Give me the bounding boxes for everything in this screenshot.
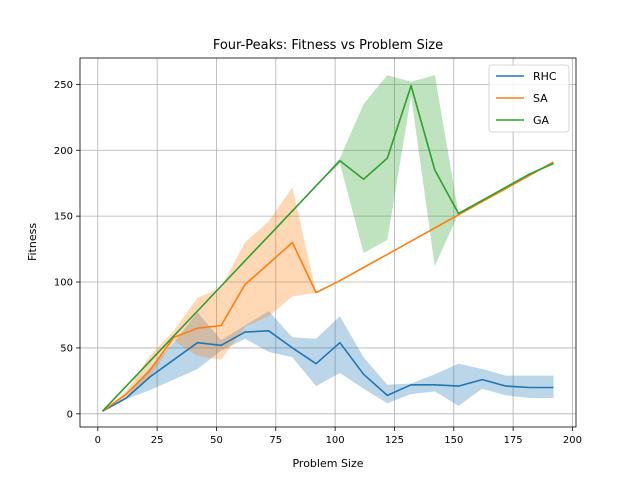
x-axis: 0 25 50 75 100 125 150 175 200 bbox=[95, 427, 582, 446]
x-tick-label: 0 bbox=[95, 435, 101, 446]
plot-frame bbox=[79, 57, 577, 428]
x-tick-label: 125 bbox=[385, 435, 404, 446]
x-tick-label: 200 bbox=[563, 435, 582, 446]
y-tick-label: 0 bbox=[67, 409, 73, 420]
y-tick-label: 150 bbox=[54, 212, 73, 223]
rhc-series-line bbox=[102, 329, 554, 412]
y-tick-label: 250 bbox=[54, 80, 73, 91]
y-axis-label: Fitness bbox=[26, 223, 39, 261]
rhc-confidence-band bbox=[102, 311, 554, 412]
x-tick-label: 100 bbox=[326, 435, 345, 446]
legend-label-ga: GA bbox=[533, 114, 550, 127]
series-lines bbox=[101, 84, 554, 412]
confidence-bands bbox=[102, 75, 554, 412]
legend-box bbox=[488, 64, 570, 133]
x-tick-label: 150 bbox=[444, 435, 463, 446]
ga-confidence-band bbox=[102, 75, 554, 412]
sa-series-line bbox=[102, 161, 554, 412]
x-tick-label: 175 bbox=[504, 435, 523, 446]
sa-confidence-band bbox=[102, 160, 554, 412]
x-tick-label: 75 bbox=[269, 435, 282, 446]
x-axis-label: Problem Size bbox=[292, 457, 363, 470]
y-axis: 0 50 100 150 200 250 bbox=[54, 80, 80, 420]
legend-label-rhc: RHC bbox=[533, 70, 557, 83]
chart-title: Four-Peaks: Fitness vs Problem Size bbox=[213, 38, 443, 53]
y-tick-label: 100 bbox=[54, 278, 73, 289]
y-tick-label: 50 bbox=[60, 343, 73, 354]
y-tick-label: 200 bbox=[54, 146, 73, 157]
x-tick-label: 50 bbox=[210, 435, 223, 446]
legend-label-sa: SA bbox=[533, 92, 548, 105]
legend: RHC SA GA bbox=[488, 64, 570, 133]
ga-series-line bbox=[101, 84, 554, 412]
x-tick-label: 25 bbox=[151, 435, 164, 446]
